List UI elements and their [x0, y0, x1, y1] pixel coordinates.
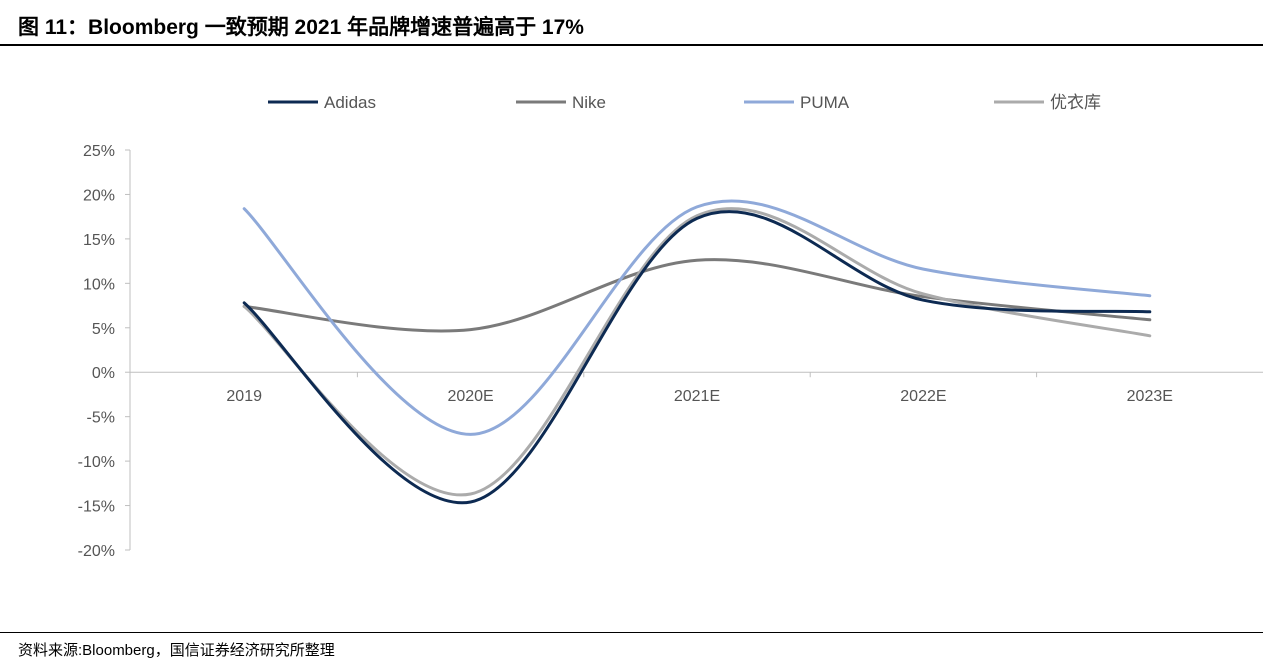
x-tick-label: 2023E	[1127, 388, 1173, 405]
y-tick-label: 15%	[83, 232, 115, 249]
legend-label: Adidas	[324, 93, 376, 112]
series-lines	[242, 199, 1152, 505]
legend-label: PUMA	[800, 93, 850, 112]
figure-source: 资料来源:Bloomberg，国信证券经济研究所整理	[18, 642, 335, 659]
series-line	[242, 210, 1152, 505]
x-tick-label: 2020E	[447, 388, 493, 405]
y-tick-label: 10%	[83, 276, 115, 293]
x-tick-label: 2019	[226, 388, 262, 405]
y-tick-label: 25%	[83, 143, 115, 160]
legend-label: Nike	[572, 93, 606, 112]
y-tick-label: -10%	[78, 454, 115, 471]
figure-header: 图 11：Bloomberg 一致预期 2021 年品牌增速普遍高于 17%	[0, 0, 1263, 46]
x-axis: 2019 2020E 2021E 2022E 2023E	[130, 371, 1263, 405]
x-tick-label: 2021E	[674, 388, 720, 405]
y-tick-label: 0%	[92, 365, 115, 382]
legend: Adidas Nike PUMA 优衣库	[268, 93, 1101, 112]
x-tick-label: 2022E	[900, 388, 946, 405]
y-tick-label: 20%	[83, 187, 115, 204]
figure-title: 图 11：Bloomberg 一致预期 2021 年品牌增速普遍高于 17%	[18, 16, 584, 39]
y-axis: -20% -15% -10% -5% 0% 5% 10% 15% 20% 25%	[78, 143, 131, 560]
figure-footer: 资料来源:Bloomberg，国信证券经济研究所整理	[0, 632, 1263, 669]
series-line	[242, 199, 1152, 436]
series-line	[242, 258, 1152, 333]
series-line	[242, 207, 1152, 497]
legend-label: 优衣库	[1050, 93, 1101, 112]
y-tick-label: 5%	[92, 321, 115, 338]
y-tick-label: -15%	[78, 499, 115, 516]
y-tick-label: -5%	[87, 410, 115, 427]
y-tick-label: -20%	[78, 543, 115, 560]
